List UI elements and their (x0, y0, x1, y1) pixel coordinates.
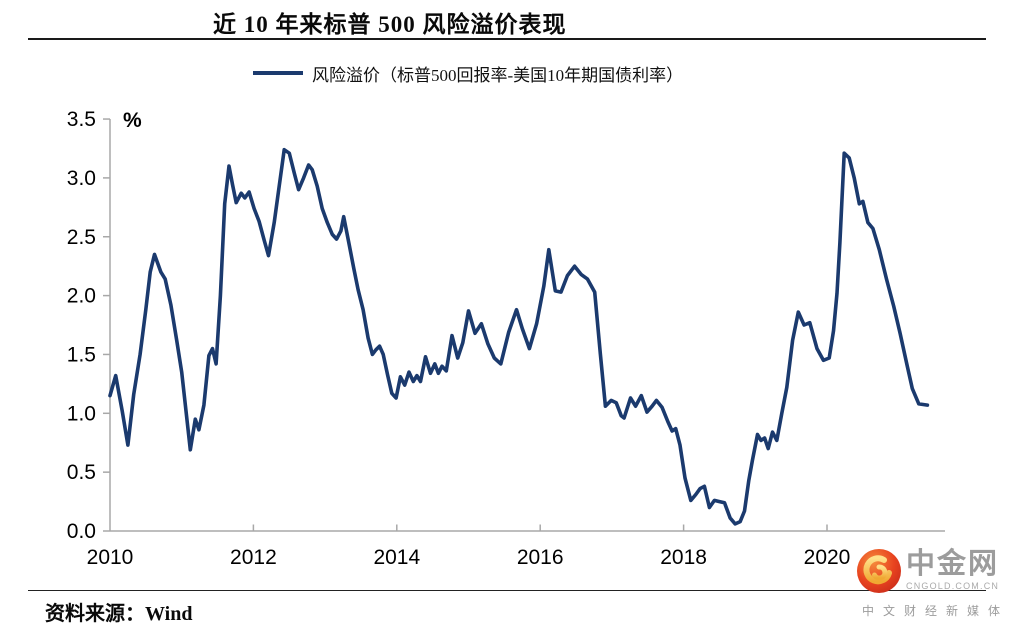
svg-text:2020: 2020 (804, 546, 851, 569)
logo-tagline: 中 文 财 经 新 媒 体 (862, 604, 1004, 618)
svg-text:3.0: 3.0 (67, 167, 96, 190)
svg-text:2014: 2014 (373, 546, 420, 569)
logo-domain: CNGOLD.COM.CN (906, 581, 1000, 591)
source-note: 资料来源：Wind (45, 603, 193, 625)
svg-text:0.0: 0.0 (67, 520, 96, 543)
logo-name: 中金网 (906, 548, 1000, 580)
svg-text:2018: 2018 (660, 546, 707, 569)
legend-line-swatch (253, 71, 303, 75)
svg-text:1.0: 1.0 (67, 402, 96, 425)
top-divider (28, 38, 986, 40)
svg-text:1.5: 1.5 (67, 343, 96, 366)
svg-text:2012: 2012 (230, 546, 277, 569)
svg-text:0.5: 0.5 (67, 461, 96, 484)
page-title: 近 10 年来标普 500 风险溢价表现 (213, 12, 567, 37)
chart-legend: 风险溢价（标普500回报率-美国10年期国债利率） (253, 61, 683, 85)
svg-text:2010: 2010 (87, 546, 134, 569)
svg-text:2016: 2016 (517, 546, 564, 569)
svg-text:2.0: 2.0 (67, 285, 96, 308)
svg-text:%: % (123, 109, 142, 132)
svg-text:3.5: 3.5 (67, 108, 96, 131)
cngold-swirl-icon (857, 549, 901, 593)
legend-label: 风险溢价（标普500回报率-美国10年期国债利率） (312, 65, 684, 85)
bottom-divider (28, 590, 986, 591)
svg-text:2.5: 2.5 (67, 226, 96, 249)
cngold-logo: 中金网 CNGOLD.COM.CN 中 文 财 经 新 媒 体 (856, 548, 1016, 623)
